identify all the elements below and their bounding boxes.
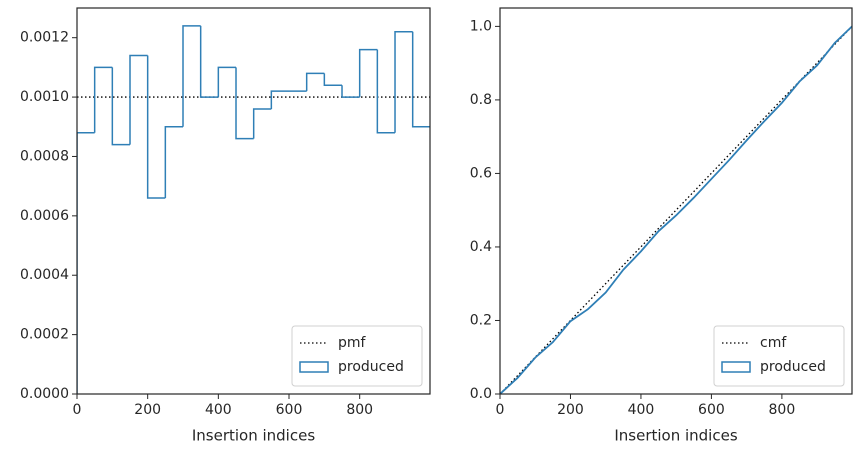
histogram-step <box>235 67 254 140</box>
histogram-step <box>77 131 95 394</box>
plot-area <box>500 25 852 394</box>
legend-swatch <box>299 361 329 373</box>
histogram-step <box>111 67 131 146</box>
histogram-step <box>146 55 166 199</box>
legend-swatch <box>721 361 751 373</box>
x-tick-label: 0 <box>73 402 82 418</box>
y-tick-label: 0.0006 <box>20 208 69 224</box>
y-tick-label: 0.4 <box>470 239 492 255</box>
histogram-step <box>252 108 272 139</box>
x-tick-label: 400 <box>628 402 655 418</box>
histogram-step <box>394 31 413 133</box>
legend-label: cmf <box>760 335 787 351</box>
x-tick-label: 600 <box>276 402 303 418</box>
legend-label: pmf <box>338 335 367 351</box>
histogram-step <box>270 90 290 109</box>
y-tick-label: 0.8 <box>470 92 492 108</box>
histogram-step <box>376 49 396 134</box>
histogram-step <box>358 48 378 98</box>
y-tick-label: 0.0002 <box>20 327 69 343</box>
legend-box <box>713 325 845 387</box>
x-tick-label: 200 <box>134 402 161 418</box>
y-tick-label: 0.2 <box>470 312 492 328</box>
histogram-step <box>411 31 430 394</box>
y-tick-label: 1.0 <box>470 18 492 34</box>
x-tick-label: 800 <box>769 402 796 418</box>
legend-box <box>291 325 423 387</box>
x-tick-label: 200 <box>557 402 584 418</box>
histogram-step <box>323 73 343 86</box>
y-tick-label: 0.0000 <box>20 386 69 402</box>
histogram-step <box>199 25 219 98</box>
axes-frame <box>499 7 853 395</box>
histogram-step <box>217 66 237 98</box>
histogram-step <box>93 66 113 133</box>
histogram-step <box>129 54 148 145</box>
y-tick-label: 0.0 <box>470 386 492 402</box>
y-tick-label: 0.0004 <box>20 267 69 283</box>
axes-frame <box>76 7 431 395</box>
histogram-step <box>182 25 201 127</box>
y-tick-label: 0.0012 <box>20 30 69 46</box>
x-tick-label: 800 <box>346 402 373 418</box>
y-tick-label: 0.0010 <box>20 89 69 105</box>
legend-label: produced <box>338 359 404 375</box>
legend-label: produced <box>760 359 826 375</box>
x-tick-label: 0 <box>496 402 505 418</box>
x-tick-label: 600 <box>698 402 725 418</box>
x-tick-label: 400 <box>205 402 232 418</box>
y-tick-label: 0.0008 <box>20 148 69 164</box>
histogram-step <box>341 85 360 98</box>
histogram-step <box>164 126 184 199</box>
plot-area <box>77 25 430 394</box>
y-tick-label: 0.6 <box>470 165 492 181</box>
x-axis-label: Insertion indices <box>614 427 737 445</box>
line <box>500 25 852 394</box>
histogram-step <box>305 72 325 92</box>
x-axis-label: Insertion indices <box>192 427 315 445</box>
